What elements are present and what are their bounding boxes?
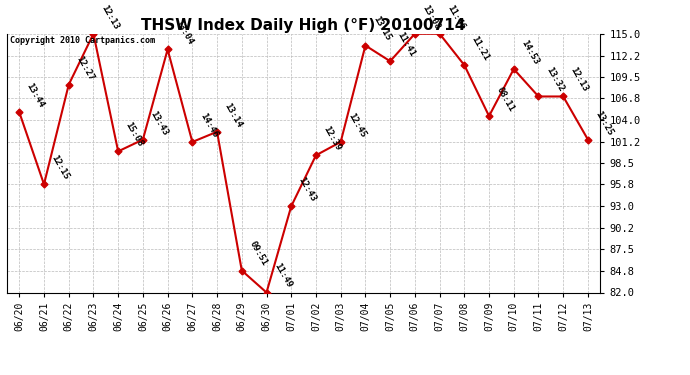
Text: 13:14: 13:14 [223, 101, 244, 129]
Text: 12:45: 12:45 [346, 111, 368, 139]
Text: Copyright 2010 Cartpanics.com: Copyright 2010 Cartpanics.com [10, 36, 155, 45]
Text: 15:08: 15:08 [124, 121, 145, 148]
Text: 14:53: 14:53 [520, 39, 540, 66]
Title: THSW Index Daily High (°F) 20100714: THSW Index Daily High (°F) 20100714 [141, 18, 466, 33]
Text: 12:13: 12:13 [99, 3, 120, 31]
Text: 14:46: 14:46 [198, 111, 219, 139]
Text: 12:27: 12:27 [75, 54, 95, 82]
Text: 13:32: 13:32 [544, 66, 565, 94]
Text: 13:44: 13:44 [25, 82, 46, 110]
Text: 13:25: 13:25 [593, 109, 615, 137]
Text: 11:46: 11:46 [445, 3, 466, 31]
Text: 13:04: 13:04 [173, 19, 195, 46]
Text: 13:08: 13:08 [420, 3, 442, 31]
Text: 08:11: 08:11 [495, 86, 516, 113]
Text: 11:21: 11:21 [470, 34, 491, 62]
Text: 12:13: 12:13 [569, 66, 590, 94]
Text: 09:51: 09:51 [247, 240, 268, 268]
Text: 13:43: 13:43 [148, 109, 170, 137]
Text: 11:41: 11:41 [395, 31, 417, 58]
Text: 11:49: 11:49 [272, 262, 293, 290]
Text: 12:43: 12:43 [297, 176, 318, 204]
Text: 12:15: 12:15 [50, 154, 71, 182]
Text: 12:39: 12:39 [322, 125, 343, 153]
Text: 13:15: 13:15 [371, 15, 392, 43]
